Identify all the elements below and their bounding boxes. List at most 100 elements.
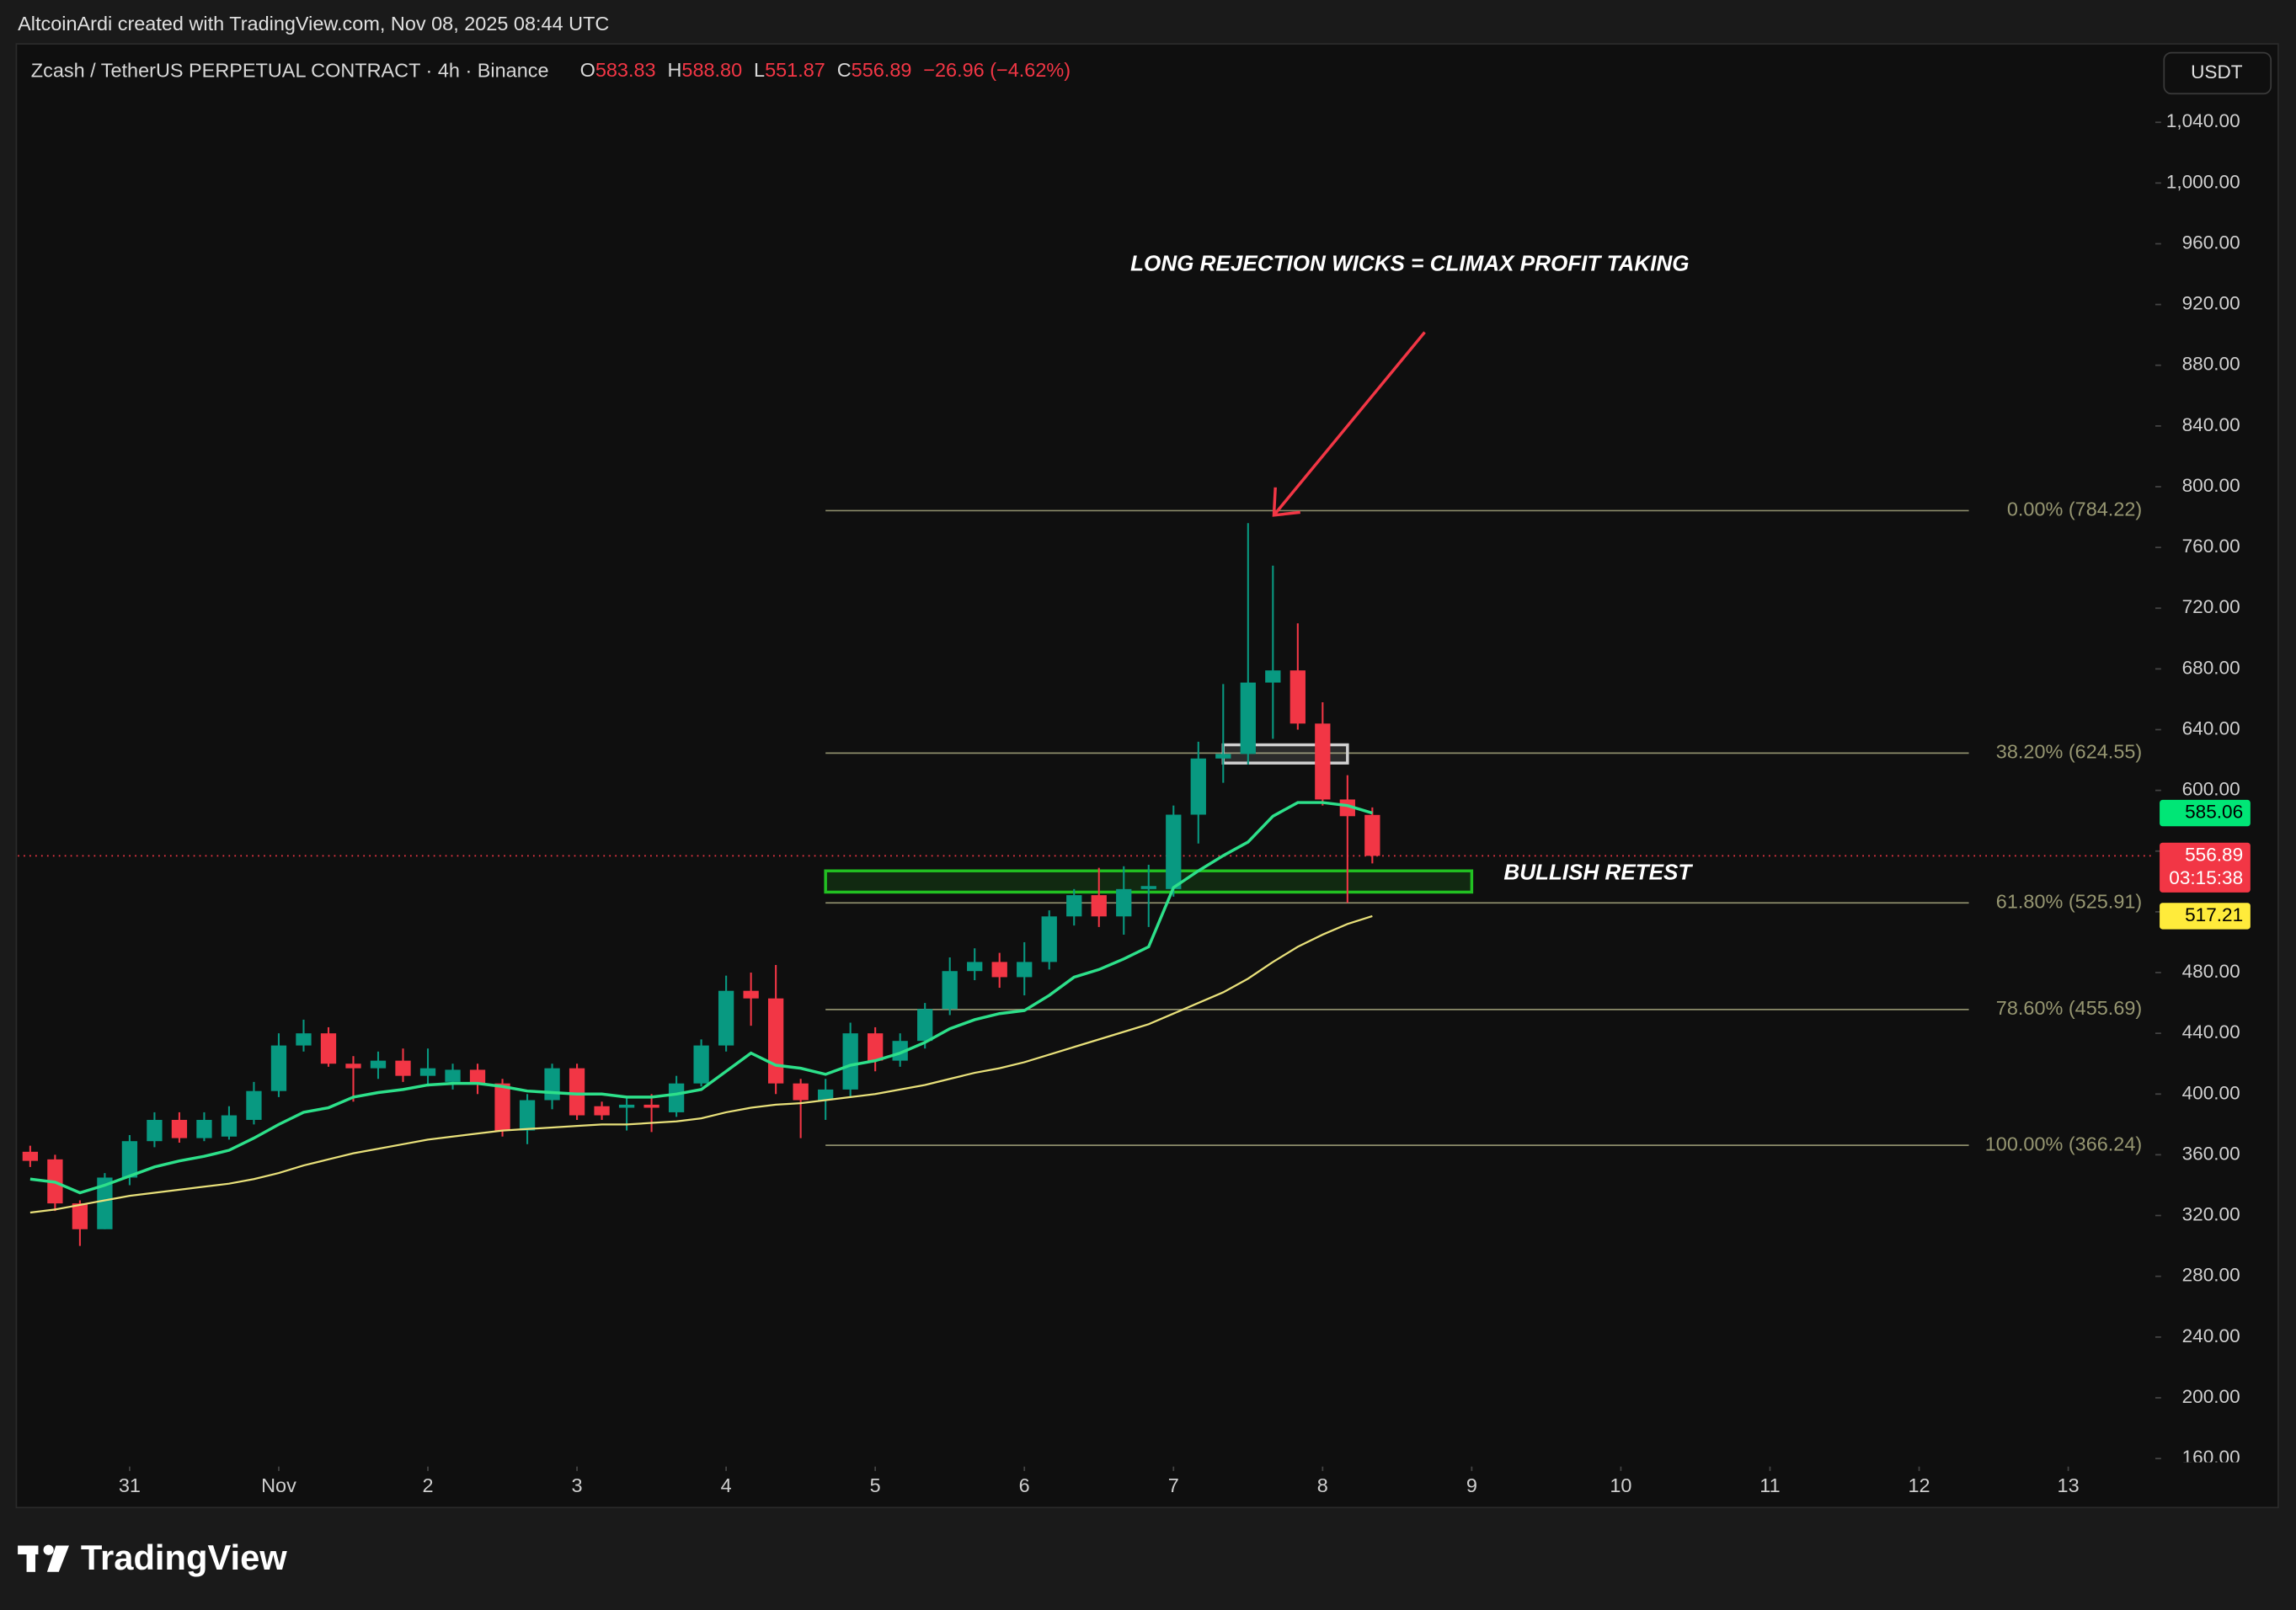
moving-average [29, 914, 1373, 1214]
symbol-title: Zcash / TetherUS PERPETUAL CONTRACT · 4h… [31, 59, 549, 81]
candle-body [1364, 814, 1380, 856]
y-tick-label: 320.00 [2182, 1204, 2240, 1225]
candle-body [121, 1141, 138, 1178]
x-tick-label: 8 [1317, 1474, 1328, 1496]
x-tick-label: 6 [1019, 1474, 1030, 1496]
arrow [1272, 331, 1426, 517]
annotation: BULLISH RETEST [1503, 860, 1693, 885]
currency-label[interactable]: USDT [2191, 61, 2243, 83]
x-tick-label: Nov [261, 1474, 296, 1496]
x-tick-label: 12 [1908, 1474, 1930, 1496]
time-axis: 31 Nov 2 3 4 5 6 7 8 9 10 11 12 13 [119, 1466, 2080, 1496]
candle-body [97, 1177, 113, 1229]
x-tick-label: 3 [572, 1474, 583, 1496]
candle-body [693, 1045, 709, 1084]
candle-body [494, 1083, 510, 1131]
candle-body [320, 1033, 337, 1064]
y-tick-label: 400.00 [2182, 1082, 2240, 1103]
candle-body [1116, 888, 1132, 917]
candle-body [569, 1068, 585, 1116]
brand-logo [18, 1544, 69, 1572]
candle-body [842, 1033, 858, 1090]
y-tick-label: 920.00 [2182, 293, 2240, 314]
candle-body [519, 1100, 536, 1131]
fib-label: 0.00% (784.22) [2007, 498, 2142, 520]
y-tick-label: 600.00 [2182, 779, 2240, 800]
ohlc-value: 551.87 [765, 59, 825, 81]
y-tick-label: 1,000.00 [2166, 171, 2240, 192]
candle-body [793, 1083, 809, 1101]
candle-body [618, 1104, 635, 1108]
y-tick-label: 760.00 [2182, 536, 2240, 557]
candle-body [1240, 682, 1256, 754]
annotation: LONG REJECTION WICKS = CLIMAX PROFIT TAK… [1130, 251, 1689, 276]
plot-area: 0.00% (784.22) 38.20% (624.55) 61.80% (525… [18, 498, 2155, 1246]
price-tag [2160, 842, 2251, 893]
y-tick-label: 240.00 [2182, 1325, 2240, 1346]
candle-body [643, 1104, 659, 1108]
ohlc-key: L [754, 59, 765, 81]
x-tick-label: 31 [119, 1474, 141, 1496]
ohlc-key: H [667, 59, 681, 81]
candle-body [221, 1115, 238, 1137]
price-tag [2160, 903, 2251, 930]
fib-label: 61.80% (525.91) [1996, 890, 2142, 912]
candle-body [1315, 723, 1331, 800]
y-tick-label: 720.00 [2182, 596, 2240, 617]
x-tick-label: 11 [1759, 1474, 1780, 1496]
candle-body [818, 1089, 834, 1101]
candle-body [345, 1064, 361, 1069]
candle-body [296, 1033, 312, 1046]
candle-body [1190, 758, 1206, 815]
candle-body [1265, 670, 1281, 683]
moving-average [29, 801, 1373, 1195]
ohlc-value: 556.89 [852, 59, 912, 81]
change: −26.96 (−4.62%) [923, 59, 1071, 81]
fib-label: 78.60% (455.69) [1996, 997, 2142, 1019]
candle-body [469, 1069, 486, 1084]
candle-body [1289, 670, 1306, 724]
candle-body [1091, 895, 1107, 917]
y-tick-label: 280.00 [2182, 1265, 2240, 1286]
y-tick-label: 840.00 [2182, 414, 2240, 435]
candle-body [270, 1045, 287, 1091]
x-tick-label: 7 [1168, 1474, 1179, 1496]
price-tag-label: 517.21 [2185, 904, 2243, 925]
candle-body [22, 1151, 39, 1161]
candle-body [419, 1068, 436, 1076]
candle-body [1041, 916, 1057, 962]
y-tick-label: 160.00 [2182, 1447, 2240, 1468]
y-tick-label: 440.00 [2182, 1021, 2240, 1042]
credit-line: AltcoinArdi created with TradingView.com… [18, 13, 609, 35]
candle-body [370, 1060, 387, 1069]
ohlc-key: C [837, 59, 852, 81]
price-tag [2160, 799, 2251, 827]
x-tick-label: 2 [422, 1474, 433, 1496]
y-tick-label: 200.00 [2182, 1386, 2240, 1407]
y-tick-label: 680.00 [2182, 657, 2240, 678]
x-tick-label: 5 [870, 1474, 881, 1496]
candle-body [743, 990, 759, 999]
ohlc-value: 588.80 [681, 59, 742, 81]
candle-body [1166, 814, 1182, 889]
brand-name: TradingView [81, 1538, 287, 1577]
candle-body [445, 1069, 461, 1082]
candle-body [942, 971, 958, 1010]
candle-body [1066, 895, 1082, 917]
candle-body [917, 1009, 933, 1042]
ohlc-legend: O583.83 H588.80 L551.87 C556.89 −26.96 (−4.6… [580, 59, 1071, 81]
currency-button[interactable] [2163, 51, 2272, 95]
candle-body [668, 1083, 685, 1112]
candle-body [1215, 754, 1231, 759]
price-tag-label: 556.89 [2185, 844, 2243, 865]
fib-label: 100.00% (366.24) [1985, 1133, 2142, 1154]
candle-body [718, 990, 734, 1046]
y-tick-label: 800.00 [2182, 475, 2240, 496]
candle-body [246, 1090, 262, 1120]
candle-body [196, 1119, 212, 1138]
candle-body [767, 998, 784, 1084]
candle-body [544, 1068, 560, 1101]
